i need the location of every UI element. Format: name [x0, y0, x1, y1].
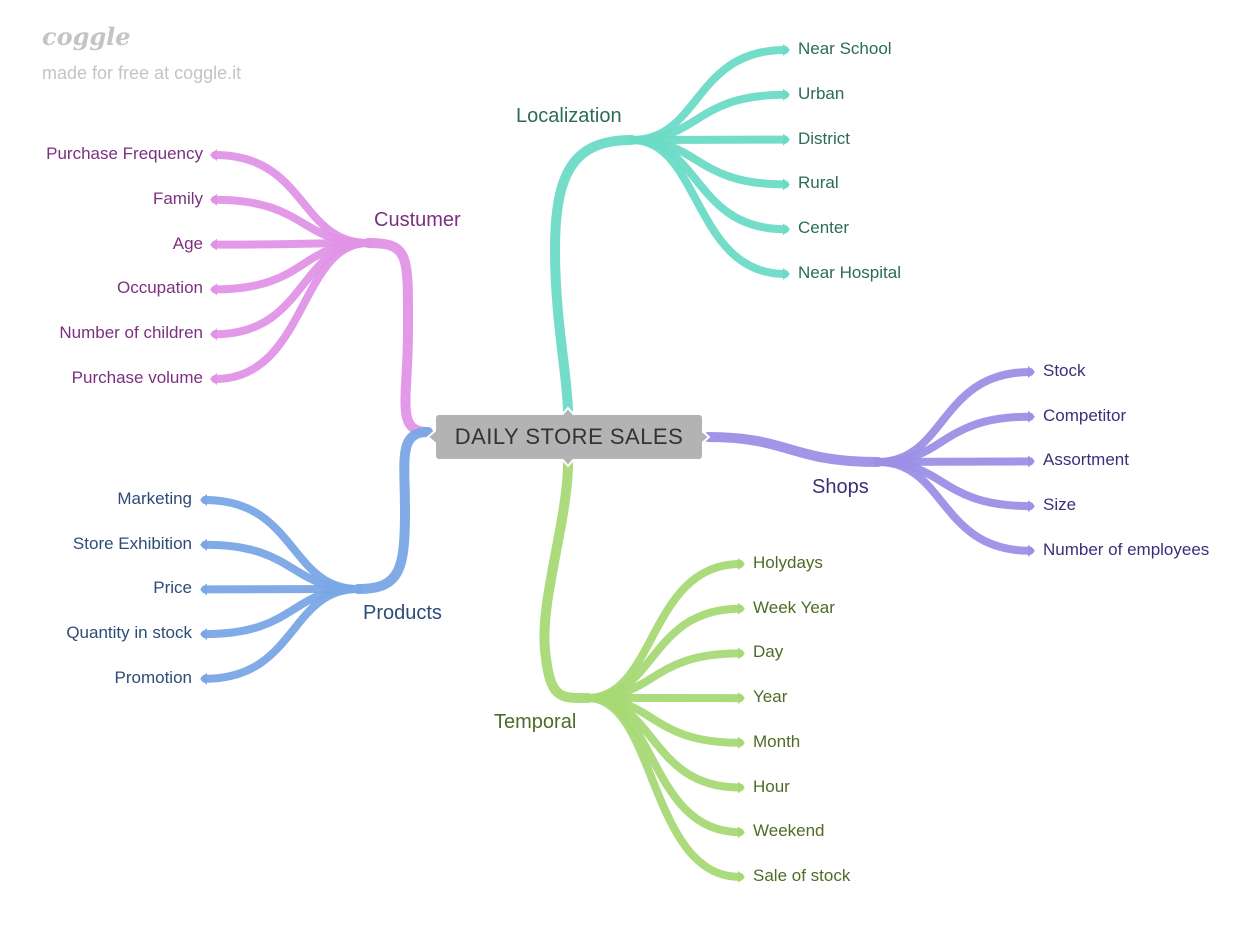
leaf-connector-localization-5	[628, 136, 789, 278]
leaf-node-localization[interactable]: Near Hospital	[798, 263, 901, 282]
leaf-connector-products-4	[201, 585, 362, 683]
leaf-arrow-temporal-2	[738, 647, 745, 660]
leaf-arrow-custumer-3	[210, 283, 217, 296]
leaf-arrow-temporal-7	[738, 870, 745, 883]
leaf-node-custumer[interactable]: Family	[152, 188, 203, 208]
leaf-arrow-custumer-4	[210, 328, 217, 341]
leaf-node-temporal[interactable]: Holydays	[753, 553, 823, 572]
leaf-node-localization[interactable]: Urban	[798, 83, 845, 103]
leaf-arrow-localization-2	[783, 133, 790, 146]
leaf-node-custumer[interactable]: Number of children	[59, 323, 203, 343]
leaf-arrow-products-0	[200, 494, 207, 506]
leaf-node-shops[interactable]: Number of employees	[1043, 539, 1210, 559]
leaf-node-temporal[interactable]: Sale of stock	[753, 865, 851, 885]
leaf-node-products[interactable]: Store Exhibition	[72, 533, 192, 553]
leaf-node-localization[interactable]: Center	[798, 218, 850, 238]
branch-connector-temporal	[539, 457, 593, 704]
leaf-arrow-shops-0	[1028, 366, 1035, 378]
leaf-arrow-localization-1	[783, 88, 790, 101]
leaf-node-localization[interactable]: District	[798, 128, 850, 148]
leaf-arrow-shops-4	[1028, 544, 1035, 557]
leaf-arrow-localization-0	[783, 44, 790, 56]
root-connector-notch	[560, 457, 576, 468]
leaf-arrow-temporal-0	[738, 558, 745, 570]
leaf-connector-shops-4	[874, 458, 1034, 555]
leaf-node-custumer[interactable]: Purchase volume	[71, 368, 203, 387]
root-connector-notch	[700, 429, 711, 445]
leaf-connector-custumer-5	[211, 239, 372, 383]
leaf-node-temporal[interactable]: Month	[753, 731, 801, 751]
leaf-arrow-custumer-1	[210, 193, 217, 206]
leaf-arrow-temporal-1	[738, 602, 745, 615]
leaf-arrow-products-4	[200, 672, 207, 685]
leaf-arrow-temporal-3	[738, 692, 745, 705]
leaf-arrow-shops-2	[1028, 455, 1035, 468]
root-node[interactable]: DAILY STORE SALES	[436, 415, 702, 459]
leaf-arrow-temporal-4	[738, 736, 745, 749]
leaf-node-temporal[interactable]: Week Year	[753, 597, 835, 617]
leaf-node-products[interactable]: Promotion	[114, 667, 192, 687]
root-connector-notch	[560, 406, 576, 417]
root-node-label: DAILY STORE SALES	[454, 424, 684, 449]
leaf-node-products[interactable]: Marketing	[117, 489, 192, 508]
branch-node-localization[interactable]: Localization	[516, 105, 622, 127]
coggle-logo: coggle	[42, 22, 131, 51]
leaf-node-products[interactable]: Quantity in stock	[66, 623, 192, 643]
leaf-node-shops[interactable]: Assortment	[1043, 450, 1129, 470]
leaf-arrow-shops-3	[1028, 500, 1035, 513]
leaf-connector-temporal-0	[584, 560, 744, 702]
leaf-arrow-custumer-2	[210, 238, 217, 251]
branch-node-custumer[interactable]: Custumer	[374, 209, 461, 231]
leaf-arrow-temporal-6	[738, 826, 745, 839]
leaf-arrow-localization-3	[783, 178, 790, 191]
leaf-node-shops[interactable]: Size	[1043, 495, 1077, 515]
leaf-arrow-products-3	[200, 628, 207, 641]
branch-connector-custumer	[363, 238, 433, 437]
branch-node-products[interactable]: Products	[363, 602, 442, 624]
leaf-node-shops[interactable]: Competitor	[1043, 405, 1127, 425]
branch-node-temporal[interactable]: Temporal	[494, 711, 577, 733]
leaf-node-custumer[interactable]: Age	[172, 233, 203, 253]
leaf-node-custumer[interactable]: Purchase Frequency	[46, 144, 203, 163]
leaf-node-temporal[interactable]: Year	[753, 687, 788, 707]
leaf-node-temporal[interactable]: Hour	[753, 776, 790, 796]
branch-connector-localization	[549, 135, 637, 417]
leaf-arrow-products-2	[200, 583, 207, 596]
leaf-arrow-products-1	[200, 538, 207, 551]
leaf-node-localization[interactable]: Rural	[798, 173, 839, 193]
leaf-node-products[interactable]: Price	[153, 578, 192, 598]
leaf-arrow-custumer-0	[210, 149, 217, 161]
branch-connector-products	[353, 427, 433, 594]
branch-connector-shops	[703, 432, 883, 467]
leaf-node-temporal[interactable]: Day	[753, 642, 784, 662]
leaf-node-temporal[interactable]: Weekend	[753, 821, 825, 841]
leaf-arrow-localization-5	[783, 268, 790, 280]
leaf-arrow-localization-4	[783, 223, 790, 236]
leaf-node-shops[interactable]: Stock	[1043, 361, 1086, 380]
root-connector-notch	[426, 429, 437, 445]
coggle-tagline: made for free at coggle.it	[42, 63, 242, 83]
leaf-arrow-custumer-5	[210, 373, 217, 385]
leaf-node-custumer[interactable]: Occupation	[117, 278, 203, 298]
leaf-arrow-temporal-5	[738, 781, 745, 794]
leaf-arrow-shops-1	[1028, 410, 1035, 423]
leaf-connector-temporal-7	[584, 694, 744, 881]
leaf-node-localization[interactable]: Near School	[798, 39, 892, 58]
branch-node-shops[interactable]: Shops	[812, 476, 869, 498]
